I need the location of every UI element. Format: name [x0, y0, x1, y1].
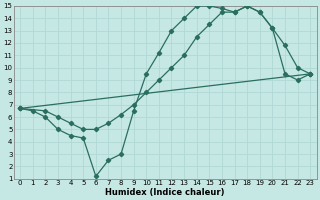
X-axis label: Humidex (Indice chaleur): Humidex (Indice chaleur): [106, 188, 225, 197]
